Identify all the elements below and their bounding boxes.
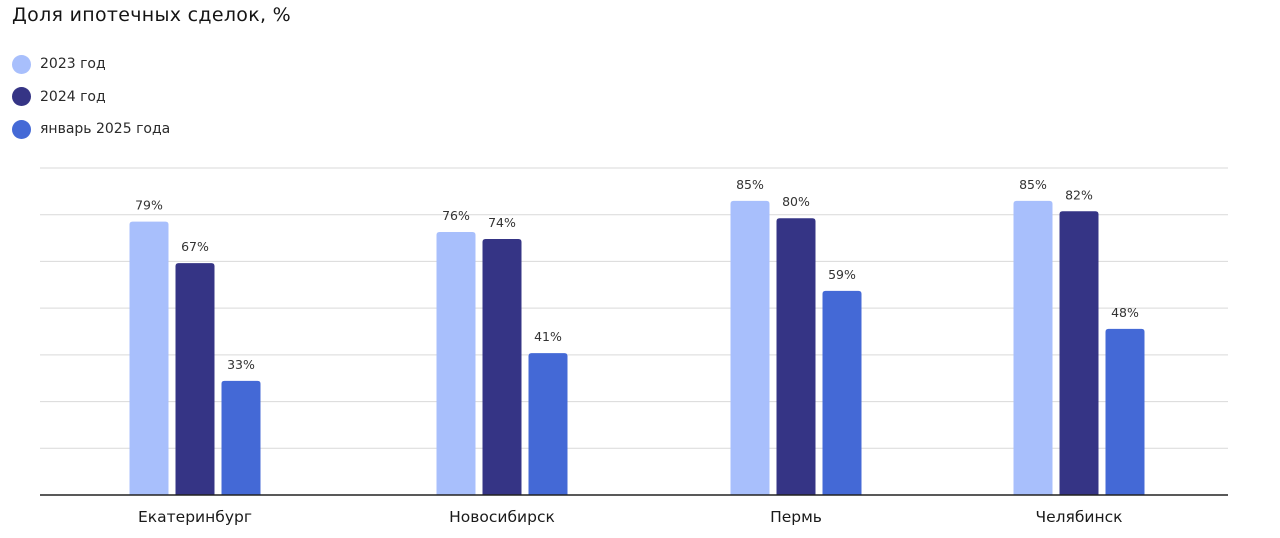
x-tick-label: Челябинск [1035, 508, 1122, 526]
legend-label-2024: 2024 год [40, 88, 106, 105]
legend-label-2023: 2023 год [40, 56, 106, 72]
legend-swatch-2023 [12, 54, 31, 74]
data-label: 80% [782, 194, 810, 209]
data-label: 85% [1019, 177, 1047, 192]
bar [822, 290, 862, 495]
legend-swatch-jan-2025 [12, 119, 31, 139]
x-tick-label: Екатеринбург [138, 508, 252, 526]
data-label: 48% [1111, 305, 1139, 320]
data-label: 82% [1065, 187, 1093, 202]
data-label: 67% [181, 239, 209, 254]
data-label: 41% [534, 329, 562, 344]
bar [129, 221, 169, 495]
bar [1059, 211, 1099, 495]
legend-label-jan-2025: январь 2025 года [40, 121, 171, 137]
bar [730, 200, 770, 495]
data-label: 59% [828, 267, 856, 282]
data-label: 76% [442, 208, 470, 223]
bar [175, 263, 215, 495]
bar [528, 353, 568, 495]
data-label: 79% [135, 198, 163, 213]
x-tick-label: Новосибирск [449, 508, 555, 526]
bar [221, 380, 261, 495]
data-label: 74% [488, 215, 516, 230]
legend-item-2024: 2024 год [12, 87, 170, 107]
bar [1013, 200, 1053, 495]
bar [776, 218, 816, 495]
bar [1105, 328, 1145, 495]
legend-item-2023: 2023 год [12, 54, 170, 74]
bar [436, 232, 476, 496]
legend: 2023 год 2024 год январь 2025 года [12, 54, 170, 152]
bar [482, 238, 522, 495]
chart-title: Доля ипотечных сделок, % [12, 4, 292, 26]
legend-swatch-2024 [12, 87, 31, 106]
x-tick-label: Пермь [770, 508, 822, 526]
data-label: 85% [736, 177, 764, 192]
data-label: 33% [227, 357, 255, 372]
legend-item-jan-2025: январь 2025 года [12, 119, 170, 139]
